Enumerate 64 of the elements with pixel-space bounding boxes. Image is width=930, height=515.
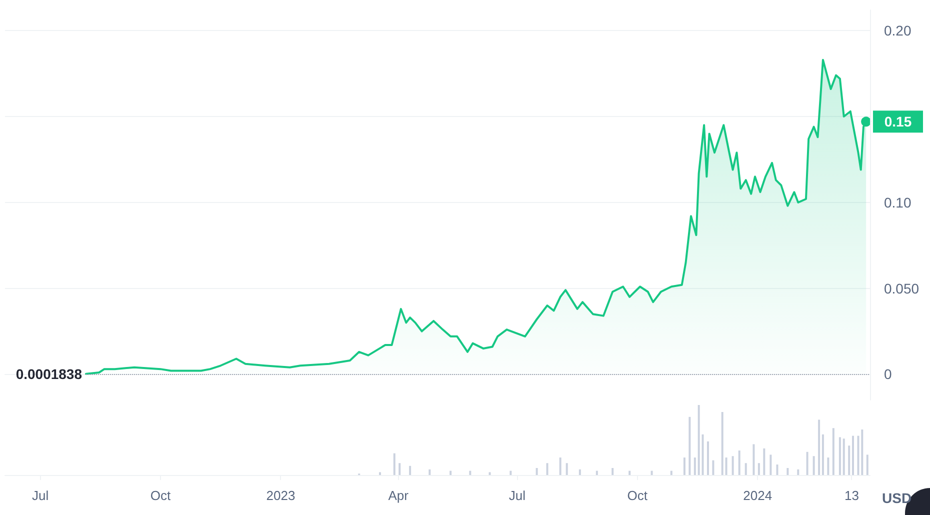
text: USD	[882, 490, 912, 506]
bar	[683, 458, 686, 475]
bar	[776, 464, 778, 475]
bar	[409, 466, 412, 475]
bar	[398, 463, 401, 475]
bar	[732, 456, 734, 475]
bar	[670, 470, 672, 475]
bar	[536, 468, 538, 475]
x-tick-label: Oct	[627, 488, 648, 503]
bar	[806, 452, 808, 475]
bar	[848, 446, 850, 475]
bar	[721, 412, 724, 475]
bar	[393, 453, 396, 475]
bar	[758, 463, 760, 475]
bar	[838, 437, 841, 475]
bar	[469, 470, 472, 475]
bar	[866, 454, 868, 475]
x-tick-label: 2023	[266, 488, 296, 503]
bar	[488, 472, 491, 475]
annotation: 0.15	[884, 114, 912, 130]
bar	[596, 470, 598, 475]
bar	[712, 460, 714, 475]
bar	[694, 458, 696, 475]
bar	[738, 450, 740, 475]
bar	[770, 454, 772, 475]
bar	[744, 463, 747, 475]
bar	[706, 441, 709, 475]
bar	[428, 469, 431, 475]
bar	[822, 434, 824, 475]
y-tick-label: 0	[884, 366, 892, 382]
x-tick-label: Oct	[150, 488, 171, 503]
x-tick-label: Jul	[32, 488, 49, 503]
bar	[857, 436, 860, 475]
bar	[763, 448, 766, 475]
y-tick-label: 0.20	[884, 22, 912, 39]
x-tick-label: 13	[844, 488, 859, 503]
bar	[510, 470, 512, 475]
bar	[842, 438, 845, 475]
bar	[612, 468, 614, 475]
x-tick-label: 2024	[743, 488, 772, 503]
bar	[786, 468, 789, 475]
bar	[812, 456, 815, 475]
bar	[628, 470, 631, 475]
bar	[725, 458, 728, 475]
x-tick-label: Jul	[508, 488, 526, 503]
bar	[827, 458, 830, 475]
y-tick-label: 0.050	[884, 280, 920, 296]
bar	[566, 463, 568, 475]
bar	[752, 444, 755, 475]
bar	[688, 416, 691, 475]
bar	[832, 428, 834, 475]
bar	[379, 472, 382, 475]
bar	[578, 469, 581, 475]
bar	[650, 470, 653, 475]
bar	[797, 469, 800, 475]
bar	[698, 405, 700, 475]
y-tick-label: 0.10	[884, 194, 912, 210]
x-tick-label: Apr	[388, 488, 410, 503]
bar	[559, 458, 562, 475]
bar	[450, 470, 452, 475]
bar	[852, 436, 854, 475]
ref-line-label: 0.0001838	[16, 366, 82, 382]
bar	[546, 463, 548, 475]
bar	[818, 420, 820, 475]
